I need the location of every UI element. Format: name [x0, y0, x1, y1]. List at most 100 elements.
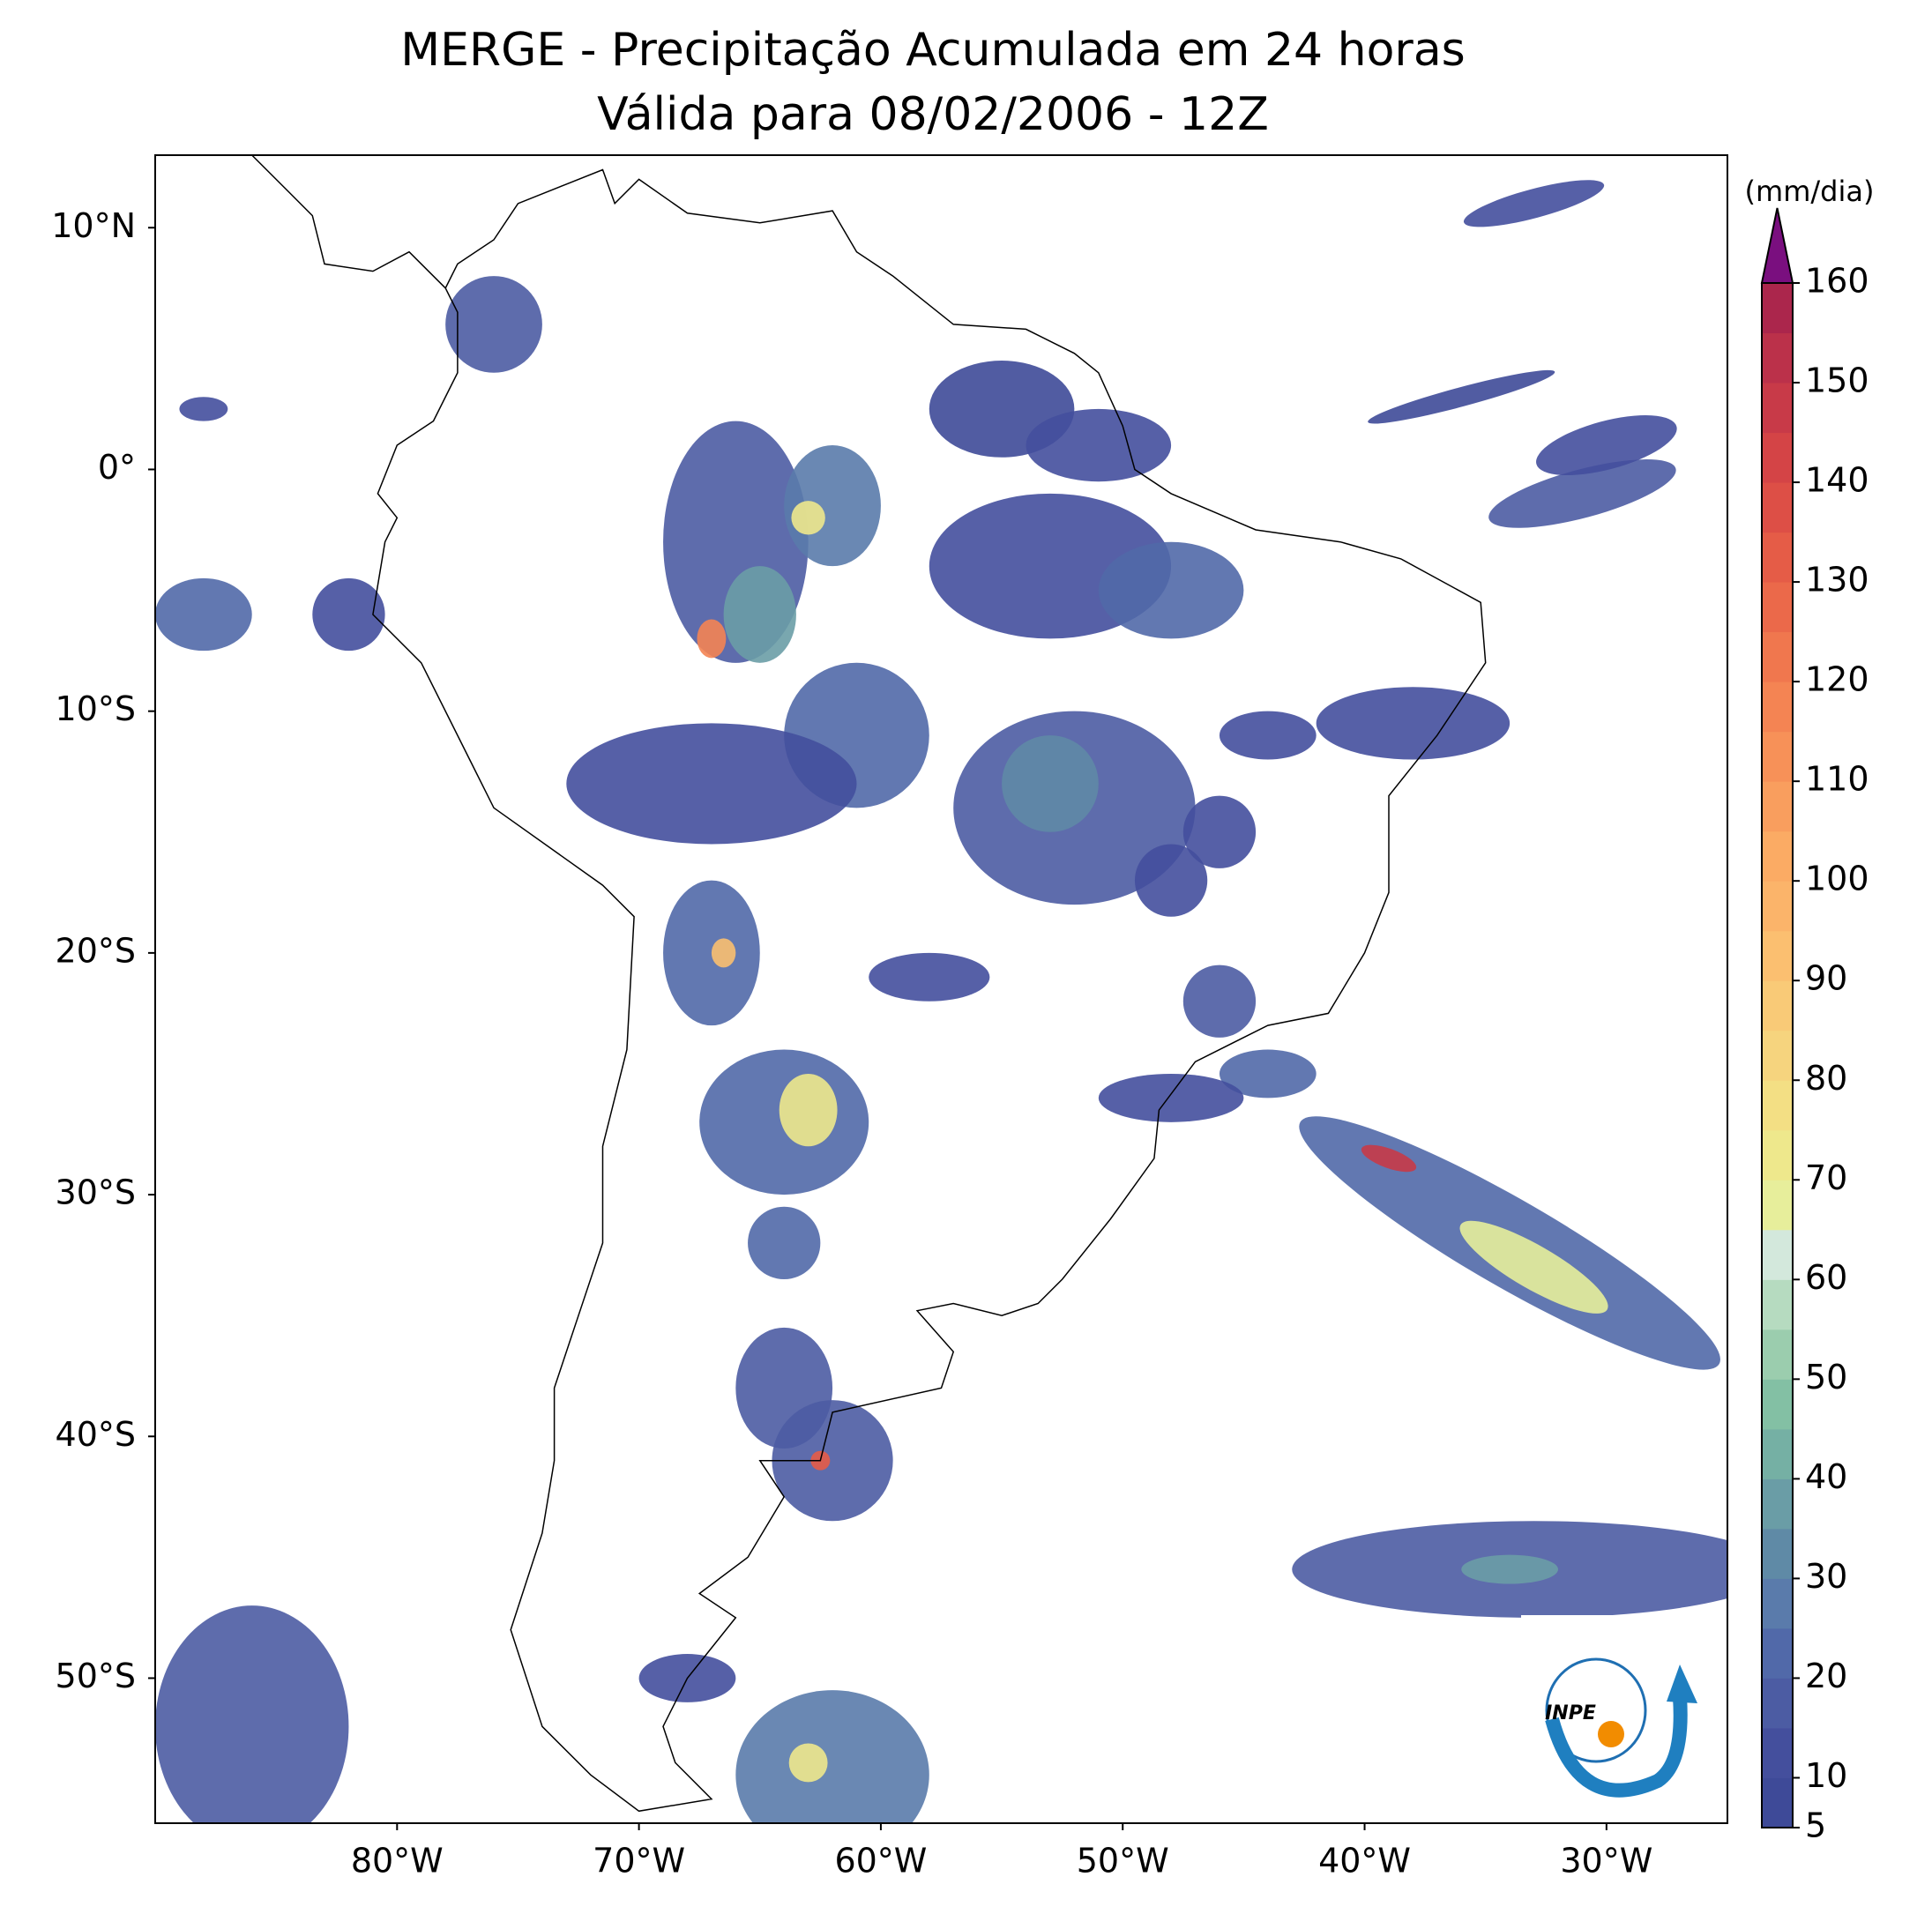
colorbar-band	[1762, 830, 1793, 882]
colorbar-tick-label: 70	[1805, 1158, 1847, 1197]
precip-area	[1182, 964, 1257, 1038]
subtitle: Válida para 08/02/2006 - 12Z	[597, 88, 1269, 141]
precip-area	[1098, 1073, 1244, 1122]
colorbar-band	[1762, 1678, 1793, 1729]
precip-area	[1219, 711, 1317, 760]
colorbar-band	[1762, 731, 1793, 782]
colorbar-tick-label: 10	[1805, 1756, 1847, 1795]
precip-area	[1368, 369, 1555, 424]
precip-area	[155, 577, 252, 652]
precip-area	[312, 577, 385, 652]
colorbar-band	[1762, 681, 1793, 733]
colorbar-tick-label: 140	[1805, 461, 1869, 500]
colorbar-tick-label: 120	[1805, 660, 1869, 699]
colorbar-extend	[1760, 207, 1794, 284]
colorbar-tick-label: 150	[1805, 361, 1869, 400]
precip-area	[1361, 1144, 1417, 1173]
colorbar-band	[1762, 1279, 1793, 1330]
logo-swoosh	[1545, 1696, 1688, 1798]
x-tick-label: 30°W	[1560, 1842, 1652, 1880]
logo-text: INPE	[1545, 1702, 1596, 1724]
colorbar-band	[1762, 980, 1793, 1031]
colorbar-tick-label: 130	[1805, 561, 1869, 600]
colorbar-band	[1762, 1578, 1793, 1629]
precip-area	[1098, 541, 1244, 639]
precip-area	[697, 619, 727, 659]
colorbar-band	[1762, 532, 1793, 583]
y-tick-label: 50°S	[56, 1657, 136, 1695]
colorbar-band	[1762, 482, 1793, 533]
colorbar-tick-label: 80	[1805, 1059, 1847, 1098]
y-tick-label: 40°S	[56, 1415, 136, 1454]
colorbar-tick-label: 100	[1805, 860, 1869, 898]
colorbar-band	[1762, 1229, 1793, 1280]
map-area	[155, 155, 1727, 1823]
colorbar-band	[1762, 1777, 1793, 1828]
precip-area	[179, 397, 228, 421]
colorbar-band	[1762, 332, 1793, 384]
logo-dot	[1598, 1721, 1624, 1747]
colorbar-frame	[1761, 282, 1794, 1828]
y-tick-label: 10°N	[51, 206, 136, 245]
colorbar-band	[1762, 1727, 1793, 1778]
colorbar-tick-label: 60	[1805, 1258, 1847, 1297]
title: MERGE - Precipitação Acumulada em 24 hor…	[400, 24, 1466, 77]
x-tick-label: 40°W	[1318, 1842, 1411, 1880]
colorbar-band	[1762, 1478, 1793, 1530]
precip-area	[784, 445, 881, 567]
y-tick-label: 0°	[98, 448, 136, 487]
colorbar-band	[1762, 930, 1793, 981]
colorbar-band	[1762, 1180, 1793, 1231]
colorbar-band	[1762, 781, 1793, 832]
colorbar-tick-label: 160	[1805, 262, 1869, 301]
precip-area	[1182, 795, 1257, 868]
precip-area	[1536, 415, 1677, 476]
colorbar-tick-label: 90	[1805, 959, 1847, 998]
colorbar-label: (mm/dia)	[1745, 175, 1875, 208]
colorbar-band	[1762, 1030, 1793, 1081]
precip-area	[1026, 408, 1172, 482]
coastline	[251, 155, 1487, 1813]
precip-area	[711, 938, 736, 968]
x-tick-label: 50°W	[1077, 1842, 1169, 1880]
precip-area	[566, 723, 857, 845]
colorbar-band	[1762, 1528, 1793, 1579]
colorbar-tick-label: 5	[1805, 1806, 1826, 1845]
colorbar-tick-label: 40	[1805, 1457, 1847, 1496]
precip-area	[1219, 1049, 1317, 1099]
precip-area	[735, 1690, 929, 1823]
colorbar-tick-label: 110	[1805, 760, 1869, 799]
colorbar-band	[1762, 1627, 1793, 1679]
colorbar-band	[1762, 1129, 1793, 1180]
y-tick-label: 30°S	[56, 1173, 136, 1212]
colorbar-band	[1762, 1379, 1793, 1430]
colorbar-band	[1762, 582, 1793, 633]
colorbar-band	[1762, 1428, 1793, 1479]
x-tick-label: 80°W	[351, 1842, 444, 1880]
precip-area	[779, 1073, 838, 1147]
precip-area	[791, 501, 825, 535]
colorbar-band	[1762, 1329, 1793, 1380]
precip-area	[1316, 687, 1511, 760]
precip-area	[1463, 180, 1605, 227]
x-tick-label: 60°W	[834, 1842, 927, 1880]
precip-area	[748, 1206, 821, 1280]
colorbar-band	[1762, 383, 1793, 434]
colorbar-band	[1762, 881, 1793, 932]
colorbar-band	[1762, 283, 1793, 334]
colorbar-tick-label: 30	[1805, 1557, 1847, 1596]
precip-area	[1134, 844, 1208, 917]
precip-area	[869, 952, 990, 1002]
y-tick-label: 20°S	[56, 931, 136, 970]
precip-area	[1459, 1220, 1608, 1314]
logo-orbit	[1545, 1657, 1647, 1763]
precip-area	[445, 276, 542, 373]
precip-area	[723, 566, 796, 663]
precip-area	[788, 1743, 828, 1783]
precip-area	[1461, 1554, 1558, 1584]
x-tick-label: 70°W	[593, 1842, 685, 1880]
precip-area	[155, 1605, 349, 1823]
precip-area	[1488, 459, 1676, 528]
logo-arrow	[1667, 1665, 1697, 1703]
